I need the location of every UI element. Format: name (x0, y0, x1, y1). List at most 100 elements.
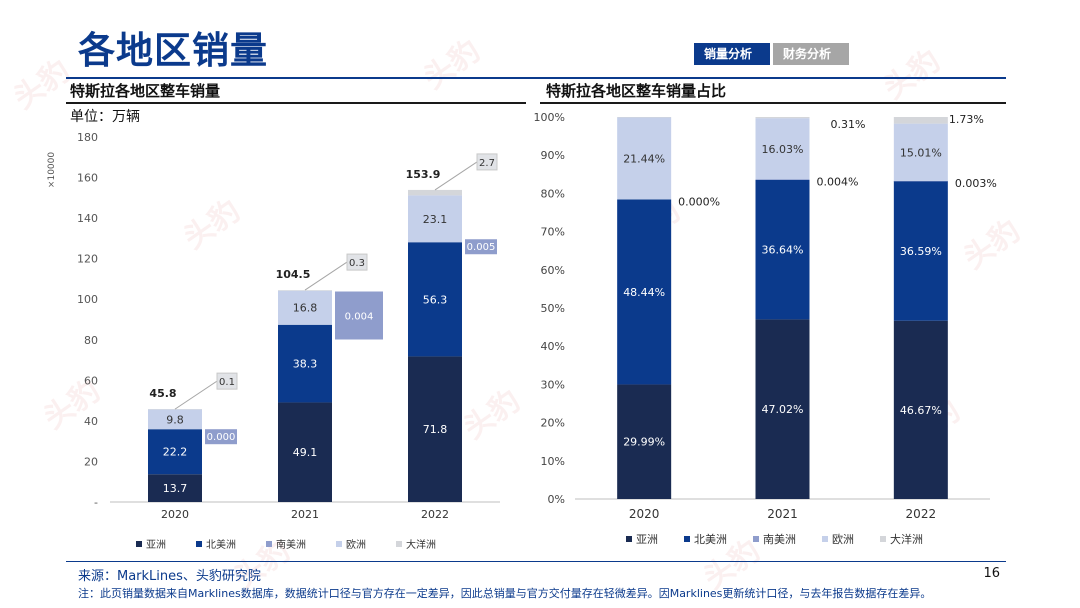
legend-label: 南美洲 (763, 533, 796, 546)
tab-financial-analysis[interactable]: 财务分析 (773, 43, 849, 65)
left-title-rule (66, 102, 526, 104)
legend-label: 亚洲 (636, 533, 658, 546)
bar-segment-oceania (755, 117, 810, 119)
bar-segment-oceania (278, 290, 332, 291)
data-label-south-america: 0.000 (207, 432, 236, 443)
bar-segment-europe (278, 290, 332, 325)
right-chart-title: 特斯拉各地区整车销量占比 (546, 82, 727, 100)
right-title-rule (540, 102, 1006, 104)
legend-swatch (136, 540, 142, 547)
total-label: 104.5 (276, 268, 311, 281)
data-label-asia: 46.67% (900, 404, 942, 417)
oceania-leader-line (174, 380, 218, 410)
right-chart-legend: 亚洲 北美洲 南美洲 欧洲 大洋洲 (626, 531, 949, 547)
tab-sales-analysis[interactable]: 销量分析 (694, 43, 770, 65)
legend-label: 欧洲 (832, 533, 854, 546)
south-america-callout-box (205, 429, 237, 445)
footer-divider (66, 561, 1006, 562)
data-label-oceania: 0.1 (219, 377, 235, 388)
legend-label: 亚洲 (146, 540, 166, 551)
x-tick-label: 2020 (161, 508, 189, 520)
y-tick-label: 40% (541, 340, 565, 353)
data-label-oceania: 2.7 (479, 158, 495, 169)
data-label-oceania: 1.73% (949, 113, 984, 126)
bar-segment-north-america (148, 429, 202, 475)
unit-label: 单位：万辆 (70, 109, 140, 125)
bar-segment-north-america (755, 179, 810, 320)
oceania-leader-line (304, 261, 348, 291)
legend-item-asia: 亚洲 (136, 536, 166, 551)
source-text: 来源：MarkLines、头豹研究院 (78, 569, 261, 584)
y-tick-label: 50% (541, 302, 565, 315)
bar-segment-asia (408, 356, 462, 502)
data-label-europe: 23.1 (423, 213, 448, 226)
data-label-north-america: 36.64% (762, 243, 804, 256)
oceania-leader-line (434, 161, 478, 191)
y-tick-label: 100% (534, 111, 565, 124)
data-label-europe: 16.03% (762, 143, 804, 156)
legend-label: 南美洲 (276, 540, 306, 551)
legend-label: 大洋洲 (406, 540, 436, 551)
y-tick-label: 120 (77, 253, 98, 266)
legend-swatch (822, 536, 828, 542)
data-label-north-america: 36.59% (900, 245, 942, 258)
bar-segment-oceania (408, 189, 462, 196)
data-label-oceania: 0.31% (831, 118, 866, 131)
y-tick-label: 100 (77, 293, 98, 306)
bar-segment-europe (755, 118, 810, 180)
bar-segment-asia (617, 384, 672, 499)
south-america-callout-box (465, 239, 497, 255)
data-label-asia: 71.8 (423, 423, 448, 436)
legend-label: 欧洲 (346, 540, 366, 551)
bar-segment-oceania (617, 117, 672, 118)
bar-segment-europe (148, 409, 202, 430)
y-tick-label: 10% (541, 455, 565, 468)
data-label-north-america: 22.2 (163, 446, 188, 459)
legend-swatch (626, 536, 632, 542)
left-chart-legend: 亚洲 北美洲 南美洲 欧洲 大洋洲 (136, 536, 466, 551)
y-tick-label: 20% (541, 417, 565, 430)
bar-segment-europe (893, 123, 948, 181)
section-tabs: 销量分析 财务分析 (694, 43, 849, 65)
legend-swatch (266, 540, 272, 547)
legend-item-oceania: 大洋洲 (396, 536, 436, 551)
legend-swatch (684, 536, 690, 542)
data-label-south-america: 0.004 (345, 312, 374, 323)
y-tick-label: - (94, 496, 98, 509)
legend-item-north-america: 北美洲 (684, 531, 727, 547)
bar-segment-europe (617, 117, 672, 200)
data-label-north-america: 56.3 (423, 293, 448, 306)
y-tick-label: 20 (84, 455, 98, 468)
y-tick-label: 140 (77, 212, 98, 225)
page-number: 16 (983, 566, 1000, 581)
x-tick-label: 2020 (629, 507, 660, 520)
legend-item-south-america: 南美洲 (266, 536, 306, 551)
bar-segment-north-america (408, 242, 462, 357)
legend-item-oceania: 大洋洲 (880, 531, 923, 547)
legend-item-north-america: 北美洲 (196, 536, 236, 551)
legend-swatch (880, 536, 886, 542)
y-tick-label: 80 (84, 334, 98, 347)
legend-swatch (336, 540, 342, 547)
oceania-callout-box (216, 372, 238, 390)
data-label-asia: 47.02% (762, 403, 804, 416)
data-label-south-america: 0.000% (678, 195, 720, 208)
south-america-callout-box (335, 291, 383, 340)
legend-item-europe: 欧洲 (822, 531, 854, 547)
data-label-south-america: 0.003% (955, 177, 997, 190)
bar-segment-south-america (755, 179, 810, 180)
bar-segment-asia (148, 474, 202, 502)
bar-segment-south-america (893, 180, 948, 182)
data-label-south-america: 0.005 (467, 242, 496, 253)
x-tick-label: 2022 (906, 507, 937, 520)
x-tick-label: 2021 (767, 507, 798, 520)
watermark-text: 头豹 (417, 33, 487, 97)
legend-item-europe: 欧洲 (336, 536, 366, 551)
legend-item-south-america: 南美洲 (753, 531, 796, 547)
data-label-europe: 9.8 (166, 413, 184, 426)
y-scale-label: ×10000 (47, 152, 57, 188)
y-tick-label: 80% (541, 187, 565, 200)
watermark-text: 头豹 (7, 53, 77, 117)
legend-swatch (396, 540, 402, 547)
bar-segment-north-america (278, 324, 332, 403)
